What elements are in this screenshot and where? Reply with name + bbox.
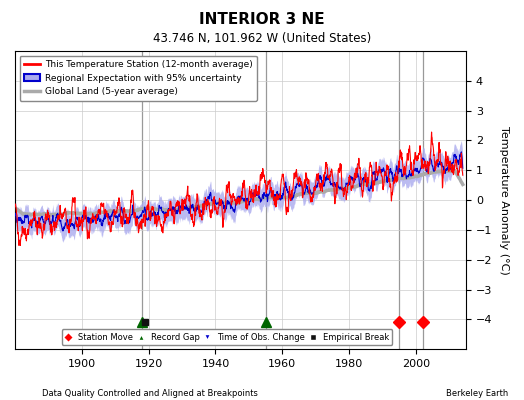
Text: INTERIOR 3 NE: INTERIOR 3 NE: [199, 12, 325, 27]
Text: 43.746 N, 101.962 W (United States): 43.746 N, 101.962 W (United States): [153, 32, 371, 45]
Legend: Station Move, Record Gap, Time of Obs. Change, Empirical Break: Station Move, Record Gap, Time of Obs. C…: [62, 330, 392, 345]
Text: Berkeley Earth: Berkeley Earth: [446, 389, 508, 398]
Y-axis label: Temperature Anomaly (°C): Temperature Anomaly (°C): [499, 126, 509, 274]
Text: Data Quality Controlled and Aligned at Breakpoints: Data Quality Controlled and Aligned at B…: [42, 389, 258, 398]
